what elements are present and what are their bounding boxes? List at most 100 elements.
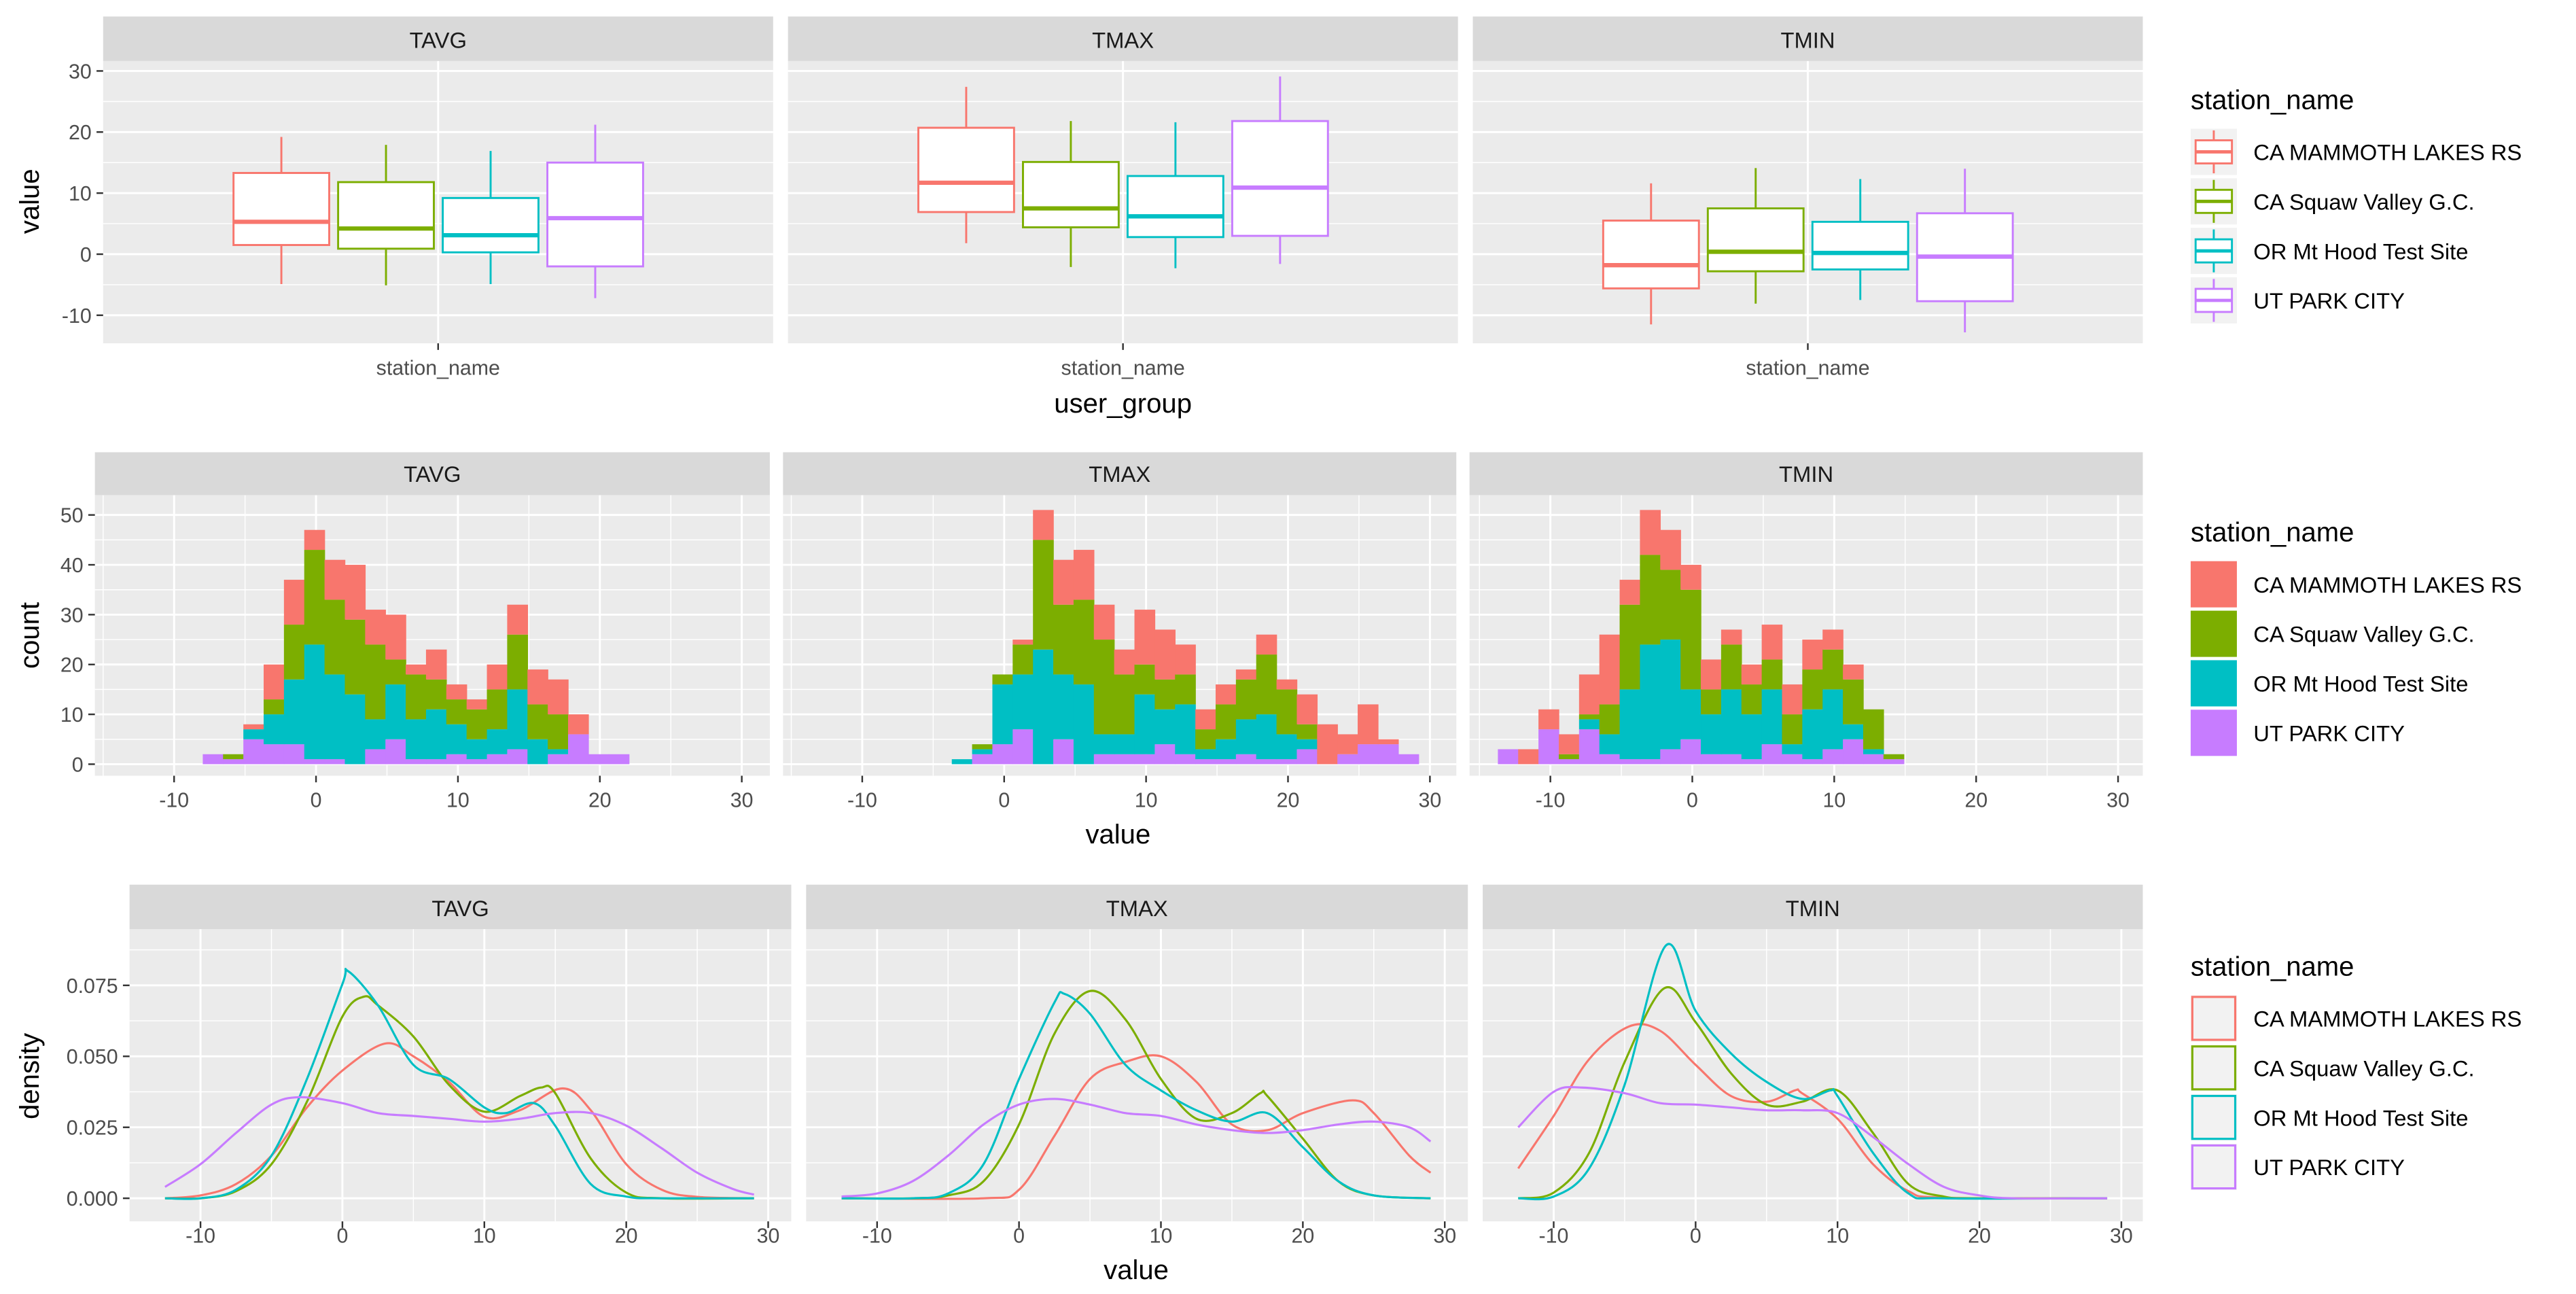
legend-key-background: [2190, 995, 2237, 1042]
box-iqr: [1126, 175, 1224, 239]
legend-key-2: CA Squaw Valley G.C.: [2190, 610, 2475, 657]
histogram-bar-segment: [1843, 724, 1864, 739]
x-tick-label: 0: [336, 1225, 348, 1248]
box-iqr: [1022, 160, 1120, 228]
legend-key-1: CA MAMMOTH LAKES RS: [2190, 128, 2522, 175]
legend-key-fill: [2190, 610, 2237, 657]
y-axis-title: value: [15, 169, 45, 234]
density-curve: [164, 1042, 754, 1200]
histogram-bar-segment: [304, 529, 325, 550]
histogram-bar-segment: [1033, 540, 1054, 650]
histogram-bar-segment: [365, 749, 386, 765]
histogram-bar-segment: [1761, 744, 1783, 765]
histogram-bar-segment: [1802, 669, 1823, 710]
histogram-bar-segment: [1883, 754, 1905, 760]
x-tick-label: -10: [159, 790, 189, 812]
histogram-bar-segment: [1660, 749, 1681, 765]
histogram-bar-segment: [406, 674, 427, 720]
histogram-bar-segment: [1276, 759, 1298, 765]
x-tick-label: 30: [2110, 1225, 2133, 1248]
histogram-bar-segment: [1134, 754, 1156, 765]
legend-key-fill: [2190, 561, 2237, 608]
histogram-bar-segment: [1276, 679, 1298, 690]
histogram-bar-segment: [365, 644, 386, 720]
density-curve: [841, 1054, 1432, 1200]
y-tick-label: 0: [72, 754, 84, 776]
histogram-bar-segment: [1256, 714, 1277, 760]
histogram-bar-segment: [1680, 689, 1701, 739]
y-tick-label: 50: [60, 505, 84, 527]
box: [232, 137, 330, 285]
histogram-bar-segment: [283, 744, 305, 765]
histogram-bar-segment: [223, 759, 244, 765]
box-iqr: [917, 126, 1015, 213]
histogram-bar-segment: [1761, 625, 1783, 660]
histogram-bar-segment: [1619, 580, 1641, 605]
box-iqr: [1706, 207, 1805, 273]
histogram-bar-segment: [1175, 644, 1196, 675]
x-tick-label: 0: [311, 790, 322, 812]
legend-key-4: UT PARK CITY: [2190, 710, 2405, 756]
histogram-bar-segment: [1619, 604, 1641, 690]
y-tick-label: 20: [69, 122, 92, 144]
x-tick-label: -10: [1536, 790, 1566, 812]
panel-background: [1483, 929, 2143, 1222]
x-tick-label: station_name: [1746, 357, 1869, 379]
histogram-bar-segment: [1640, 510, 1661, 555]
histogram-bar-segment: [1660, 529, 1681, 570]
legend-label: CA Squaw Valley G.C.: [2253, 1055, 2474, 1081]
histogram-bar-segment: [1619, 759, 1641, 765]
histogram-bar-segment: [1296, 739, 1318, 750]
histogram-bar-segment: [548, 714, 569, 750]
histogram-bar-segment: [385, 659, 406, 685]
facet-strip: [94, 452, 770, 495]
histogram-bar-segment: [264, 744, 285, 765]
density-panel-tmin: -10 0 10 20 30 TMIN: [1483, 884, 2143, 1248]
histogram-bar-segment: [1680, 739, 1701, 765]
histogram-bar-segment: [264, 664, 285, 700]
histogram-bar-segment: [1114, 674, 1135, 735]
histogram-bar-segment: [1377, 744, 1399, 765]
histogram-bar-segment: [1053, 559, 1074, 605]
histogram-bar-segment: [1619, 689, 1641, 760]
legend: station_name CA MAMMOTH LAKES RS CA Squaw …: [2190, 951, 2522, 1190]
legend-label: UT PARK CITY: [2253, 288, 2405, 313]
histogram-bar-segment: [345, 694, 366, 765]
histogram-bar-segment: [487, 754, 508, 765]
histogram-bar-segment: [385, 739, 406, 765]
histogram-bar-segment: [1093, 604, 1115, 640]
legend-title: station_name: [2191, 85, 2354, 115]
histogram-bar-segment: [1660, 570, 1681, 640]
legend-label: UT PARK CITY: [2253, 720, 2405, 746]
boxplot-panel-tmin: TMIN station_name: [1472, 16, 2143, 379]
histogram-bar-segment: [1358, 744, 1379, 765]
facet-label: TAVG: [404, 461, 461, 487]
density-curve: [841, 991, 1431, 1200]
histogram-bar-segment: [1175, 754, 1196, 765]
facet-label: TMAX: [1092, 27, 1154, 52]
facet-label: TMIN: [1780, 27, 1835, 52]
histogram-bar-segment: [406, 719, 427, 760]
x-tick-label: 10: [1826, 1225, 1849, 1248]
y-tick-label: 0.050: [67, 1046, 118, 1068]
legend-label: CA MAMMOTH LAKES RS: [2253, 140, 2522, 165]
legend: station_name CA MAMMOTH LAKES RS CA Squaw …: [2190, 518, 2522, 756]
box: [546, 124, 644, 298]
histogram-bar-segment: [264, 714, 285, 745]
y-tick-label: -10: [62, 305, 92, 328]
histogram-bar-segment: [365, 610, 386, 645]
x-tick-label: 0: [1013, 1225, 1025, 1248]
histogram-bar-segment: [1012, 729, 1034, 765]
density-curve: [164, 995, 754, 1200]
density-curve: [1518, 985, 2108, 1200]
x-tick-label: 30: [1433, 1225, 1456, 1248]
histogram-bar-segment: [1558, 754, 1580, 760]
histogram-bar-segment: [1398, 754, 1419, 765]
box: [1126, 122, 1224, 268]
histogram-bar-segment: [1680, 565, 1701, 590]
y-tick-label: 0.025: [67, 1117, 118, 1140]
legend-key-2: CA Squaw Valley G.C.: [2190, 178, 2475, 225]
histogram-bar-segment: [1317, 724, 1338, 765]
x-tick-label: 0: [1687, 790, 1698, 812]
